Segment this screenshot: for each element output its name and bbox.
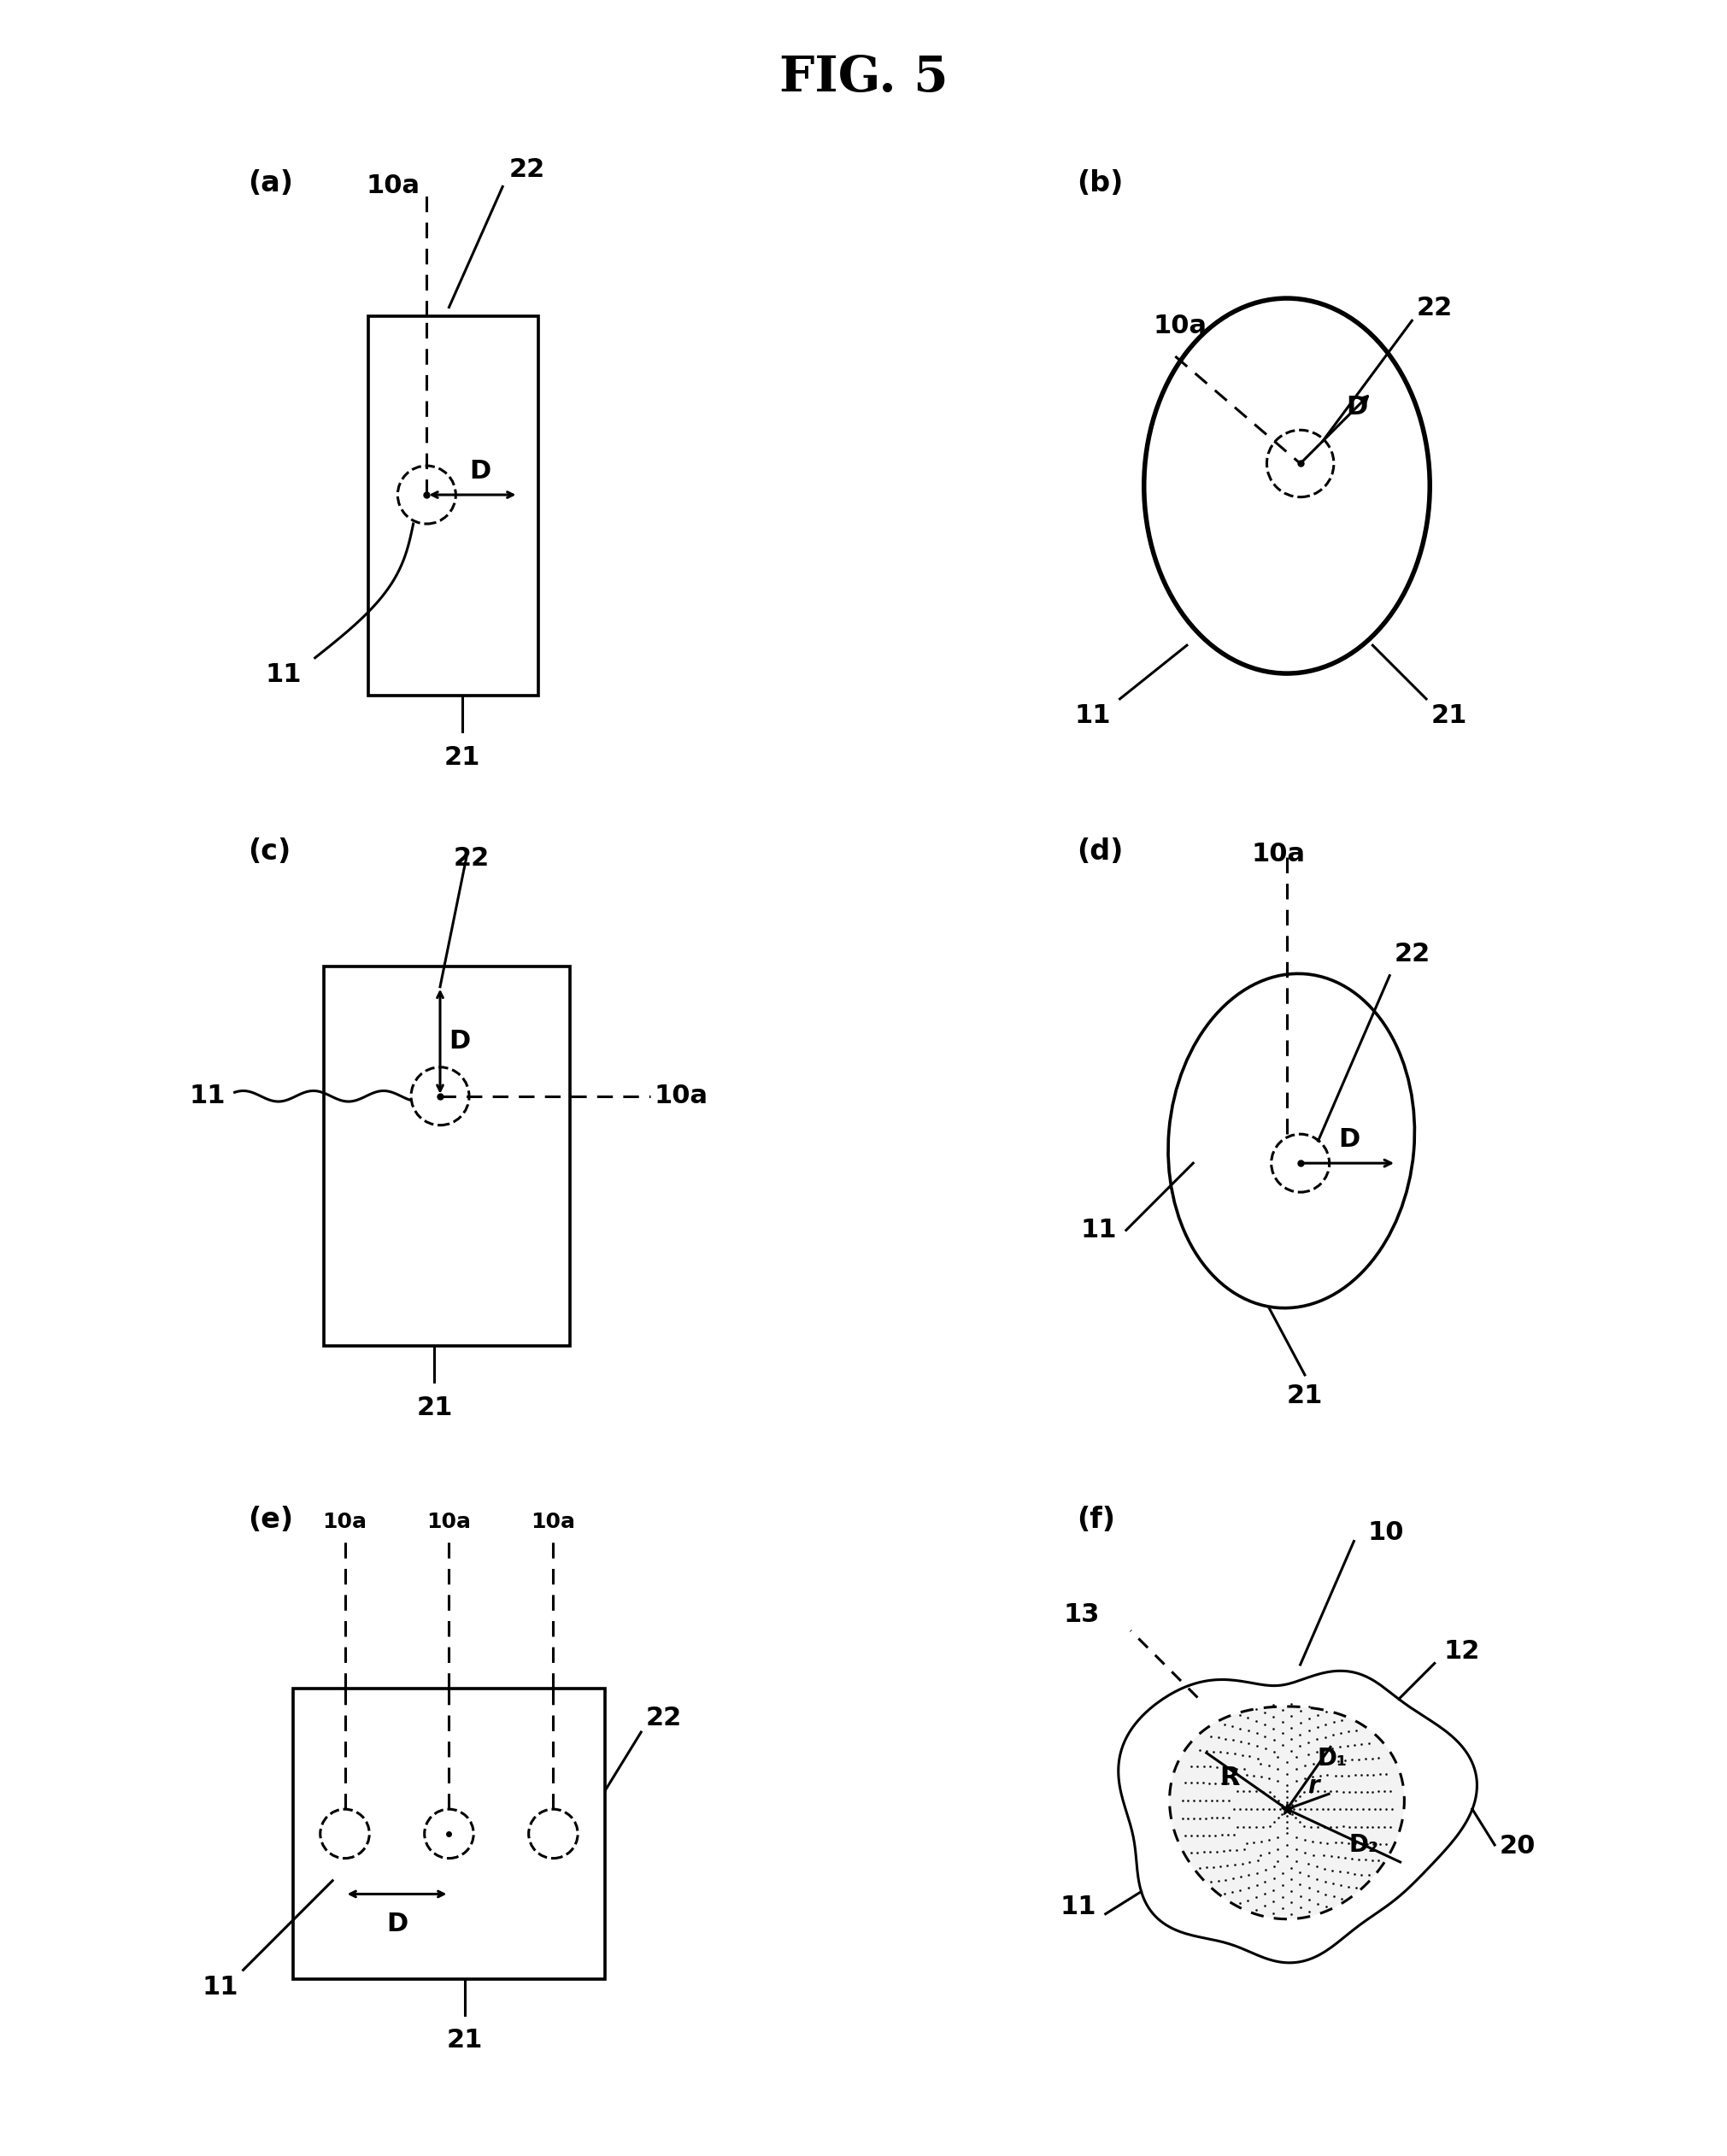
Text: (a): (a) xyxy=(249,168,294,196)
Text: 10a: 10a xyxy=(427,1511,471,1533)
Text: 13: 13 xyxy=(1064,1602,1100,1628)
Text: D: D xyxy=(470,459,490,483)
Text: 10a: 10a xyxy=(323,1511,368,1533)
Text: 10a: 10a xyxy=(1250,841,1306,867)
Text: 11: 11 xyxy=(190,1084,226,1108)
Text: 10: 10 xyxy=(1368,1520,1404,1544)
Text: FIG. 5: FIG. 5 xyxy=(779,54,948,101)
Polygon shape xyxy=(1169,1708,1404,1919)
Text: 11: 11 xyxy=(1081,1218,1117,1242)
Text: 22: 22 xyxy=(509,157,546,183)
Text: 12: 12 xyxy=(1444,1639,1480,1664)
Text: D: D xyxy=(1338,1128,1359,1151)
Text: (f): (f) xyxy=(1078,1505,1116,1533)
Text: D₂: D₂ xyxy=(1349,1833,1380,1856)
Text: r: r xyxy=(1307,1774,1319,1798)
Text: D₁: D₁ xyxy=(1318,1746,1347,1770)
Text: 21: 21 xyxy=(1287,1384,1323,1408)
Text: 22: 22 xyxy=(646,1705,682,1729)
Text: D: D xyxy=(387,1912,408,1936)
Text: (d): (d) xyxy=(1078,837,1124,865)
Text: 11: 11 xyxy=(1074,703,1110,729)
Text: 11: 11 xyxy=(202,1975,238,1999)
Text: 11: 11 xyxy=(266,662,302,688)
Text: 22: 22 xyxy=(1394,942,1430,966)
Text: R: R xyxy=(1219,1766,1240,1792)
Text: 21: 21 xyxy=(444,746,480,770)
Text: 22: 22 xyxy=(452,845,489,871)
Text: 21: 21 xyxy=(447,2029,484,2053)
Text: 22: 22 xyxy=(1416,295,1452,321)
Text: 10a: 10a xyxy=(366,172,420,198)
Text: D: D xyxy=(1345,395,1368,420)
Text: 21: 21 xyxy=(416,1395,452,1421)
Text: 10a: 10a xyxy=(1154,315,1207,338)
Text: (c): (c) xyxy=(249,837,290,865)
Text: 20: 20 xyxy=(1499,1835,1535,1858)
Text: 10a: 10a xyxy=(655,1084,708,1108)
Text: 11: 11 xyxy=(1060,1895,1097,1919)
Text: D: D xyxy=(449,1028,470,1054)
Text: 10a: 10a xyxy=(530,1511,575,1533)
Text: (e): (e) xyxy=(249,1505,294,1533)
Text: (b): (b) xyxy=(1078,168,1124,196)
Text: 21: 21 xyxy=(1430,703,1466,729)
